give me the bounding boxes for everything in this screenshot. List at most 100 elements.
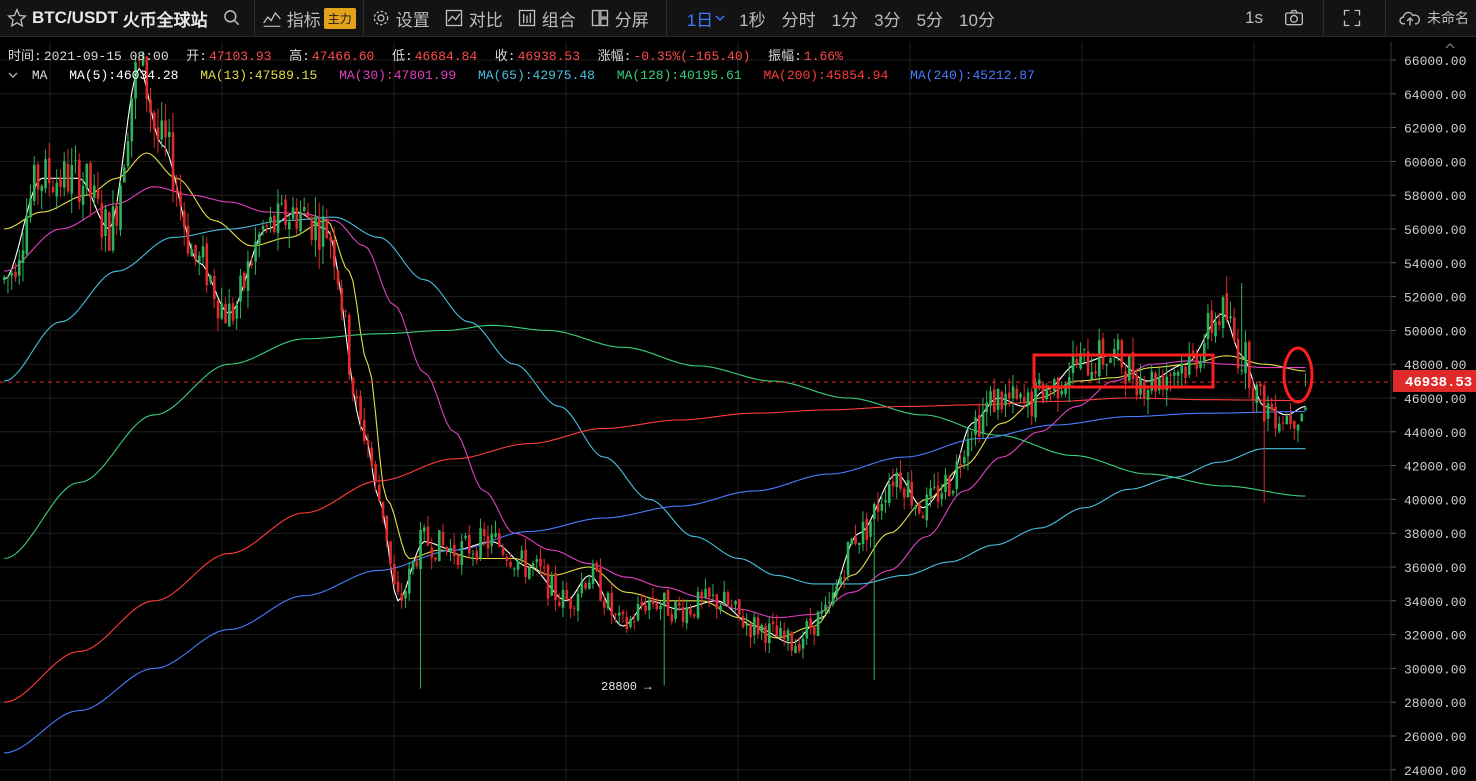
price-tick-label: 24000.00	[1404, 764, 1466, 779]
candle-body	[1218, 321, 1221, 325]
candle-body	[156, 127, 160, 139]
candle-body	[1023, 397, 1026, 403]
interval-timeshare[interactable]: 分时	[781, 10, 816, 30]
main-badge: 主力	[323, 7, 356, 29]
candle-body	[430, 547, 434, 559]
collapse-chevron-icon[interactable]	[8, 71, 18, 79]
ma-legend[interactable]: MA MA(5):46034.28 MA(13):47589.15 MA(30)…	[8, 68, 1049, 83]
save-name-label: 未命名	[1427, 10, 1469, 26]
highlight-marks	[1032, 346, 1314, 404]
candle-body	[1015, 388, 1019, 400]
candle-body	[1026, 392, 1030, 406]
right-interval[interactable]: 1s	[1238, 0, 1270, 37]
candle-body	[1225, 293, 1229, 321]
fullscreen-button[interactable]	[1324, 0, 1385, 37]
interval-10m[interactable]: 10分	[959, 10, 995, 30]
candle-body	[190, 249, 194, 257]
candle-body	[445, 546, 449, 550]
candle-body	[831, 592, 835, 605]
candle-body	[216, 300, 220, 319]
candle-body	[921, 515, 925, 519]
search-icon[interactable]	[222, 8, 242, 28]
interval-3m[interactable]: 3分	[874, 10, 901, 30]
candle-body	[1101, 338, 1105, 365]
interval-1s[interactable]: 1秒	[739, 10, 766, 30]
candle-body	[528, 567, 531, 579]
candle-body	[314, 215, 317, 241]
fullscreen-icon	[1343, 9, 1361, 27]
candle-body	[719, 605, 722, 611]
candle-body	[235, 305, 239, 319]
candle-body	[501, 547, 505, 555]
candle-body	[693, 613, 696, 617]
split-screen-button[interactable]: 分屏	[583, 0, 656, 37]
candle-body	[970, 438, 974, 440]
candle-body	[14, 271, 17, 278]
candle-body	[85, 163, 89, 189]
candle-body	[1146, 390, 1150, 400]
candle-body	[419, 529, 422, 570]
gear-icon	[373, 10, 389, 26]
candle-body	[738, 599, 741, 615]
interval-5m[interactable]: 5分	[916, 10, 944, 30]
price-tick-label: 36000.00	[1404, 561, 1466, 576]
interval-1d[interactable]: 1日	[686, 10, 714, 30]
price-tick-label: 34000.00	[1404, 595, 1466, 610]
collapse-icon[interactable]	[1445, 43, 1455, 49]
candle-body	[906, 480, 910, 498]
candle-body	[1229, 316, 1232, 319]
candle-body	[794, 646, 797, 654]
candle-body	[790, 632, 794, 651]
candle-body	[516, 561, 520, 570]
compare-button[interactable]: 对比	[437, 0, 510, 37]
time-label: 时间:	[8, 49, 42, 64]
candle-body	[1203, 343, 1206, 363]
candle-body	[914, 506, 917, 509]
symbol-selector[interactable]: BTC/USDT 火币全球站	[0, 0, 254, 37]
candle-body	[89, 162, 92, 198]
candle-body	[1113, 348, 1116, 356]
price-tick-label: 44000.00	[1404, 426, 1466, 441]
candle-body	[284, 199, 287, 225]
candle-body	[1068, 377, 1071, 387]
price-chart[interactable]: 28800 → 66000.00 64000.00 62000.00 60000.00…	[0, 42, 1476, 781]
candle-body	[981, 411, 985, 435]
candle-body	[558, 602, 561, 606]
candle-body	[978, 415, 981, 437]
candle-body	[1045, 388, 1049, 400]
candle-body	[115, 206, 119, 226]
settings-button[interactable]: 设置	[364, 0, 437, 37]
candle-body	[336, 270, 340, 285]
candle-body	[149, 99, 152, 114]
candle-body	[408, 568, 411, 594]
candle-body	[1143, 381, 1146, 398]
compare-icon	[445, 9, 462, 27]
candle-body	[948, 477, 951, 497]
candle-body	[535, 559, 539, 562]
save-layout-button[interactable]: 未命名	[1386, 0, 1476, 37]
candle-body	[355, 396, 359, 399]
candle-body	[1090, 371, 1094, 380]
camera-icon	[1285, 9, 1303, 26]
candle-body	[1011, 386, 1015, 399]
combo-button[interactable]: 组合	[510, 0, 583, 37]
candle-body	[1041, 383, 1045, 403]
candle-body	[569, 598, 572, 609]
indicators-button[interactable]: 指标 主力	[255, 0, 363, 37]
candle-body	[145, 56, 149, 99]
screenshot-button[interactable]	[1270, 0, 1323, 37]
low-label: 低:	[391, 49, 413, 64]
interval-1m[interactable]: 1分	[831, 10, 859, 30]
candle-body	[711, 594, 715, 596]
candle-body	[1064, 384, 1067, 395]
ma-title: MA	[31, 68, 48, 83]
candle-body	[119, 185, 122, 231]
close-label: 收:	[494, 49, 516, 64]
candle-body	[768, 623, 771, 644]
star-icon[interactable]	[7, 8, 27, 28]
ma65-line	[4, 216, 1306, 585]
candle-body	[1304, 407, 1307, 411]
amplitude-value: 1.66%	[803, 49, 843, 64]
price-tick-label: 50000.00	[1404, 324, 1466, 339]
chevron-down-icon[interactable]	[715, 13, 725, 23]
